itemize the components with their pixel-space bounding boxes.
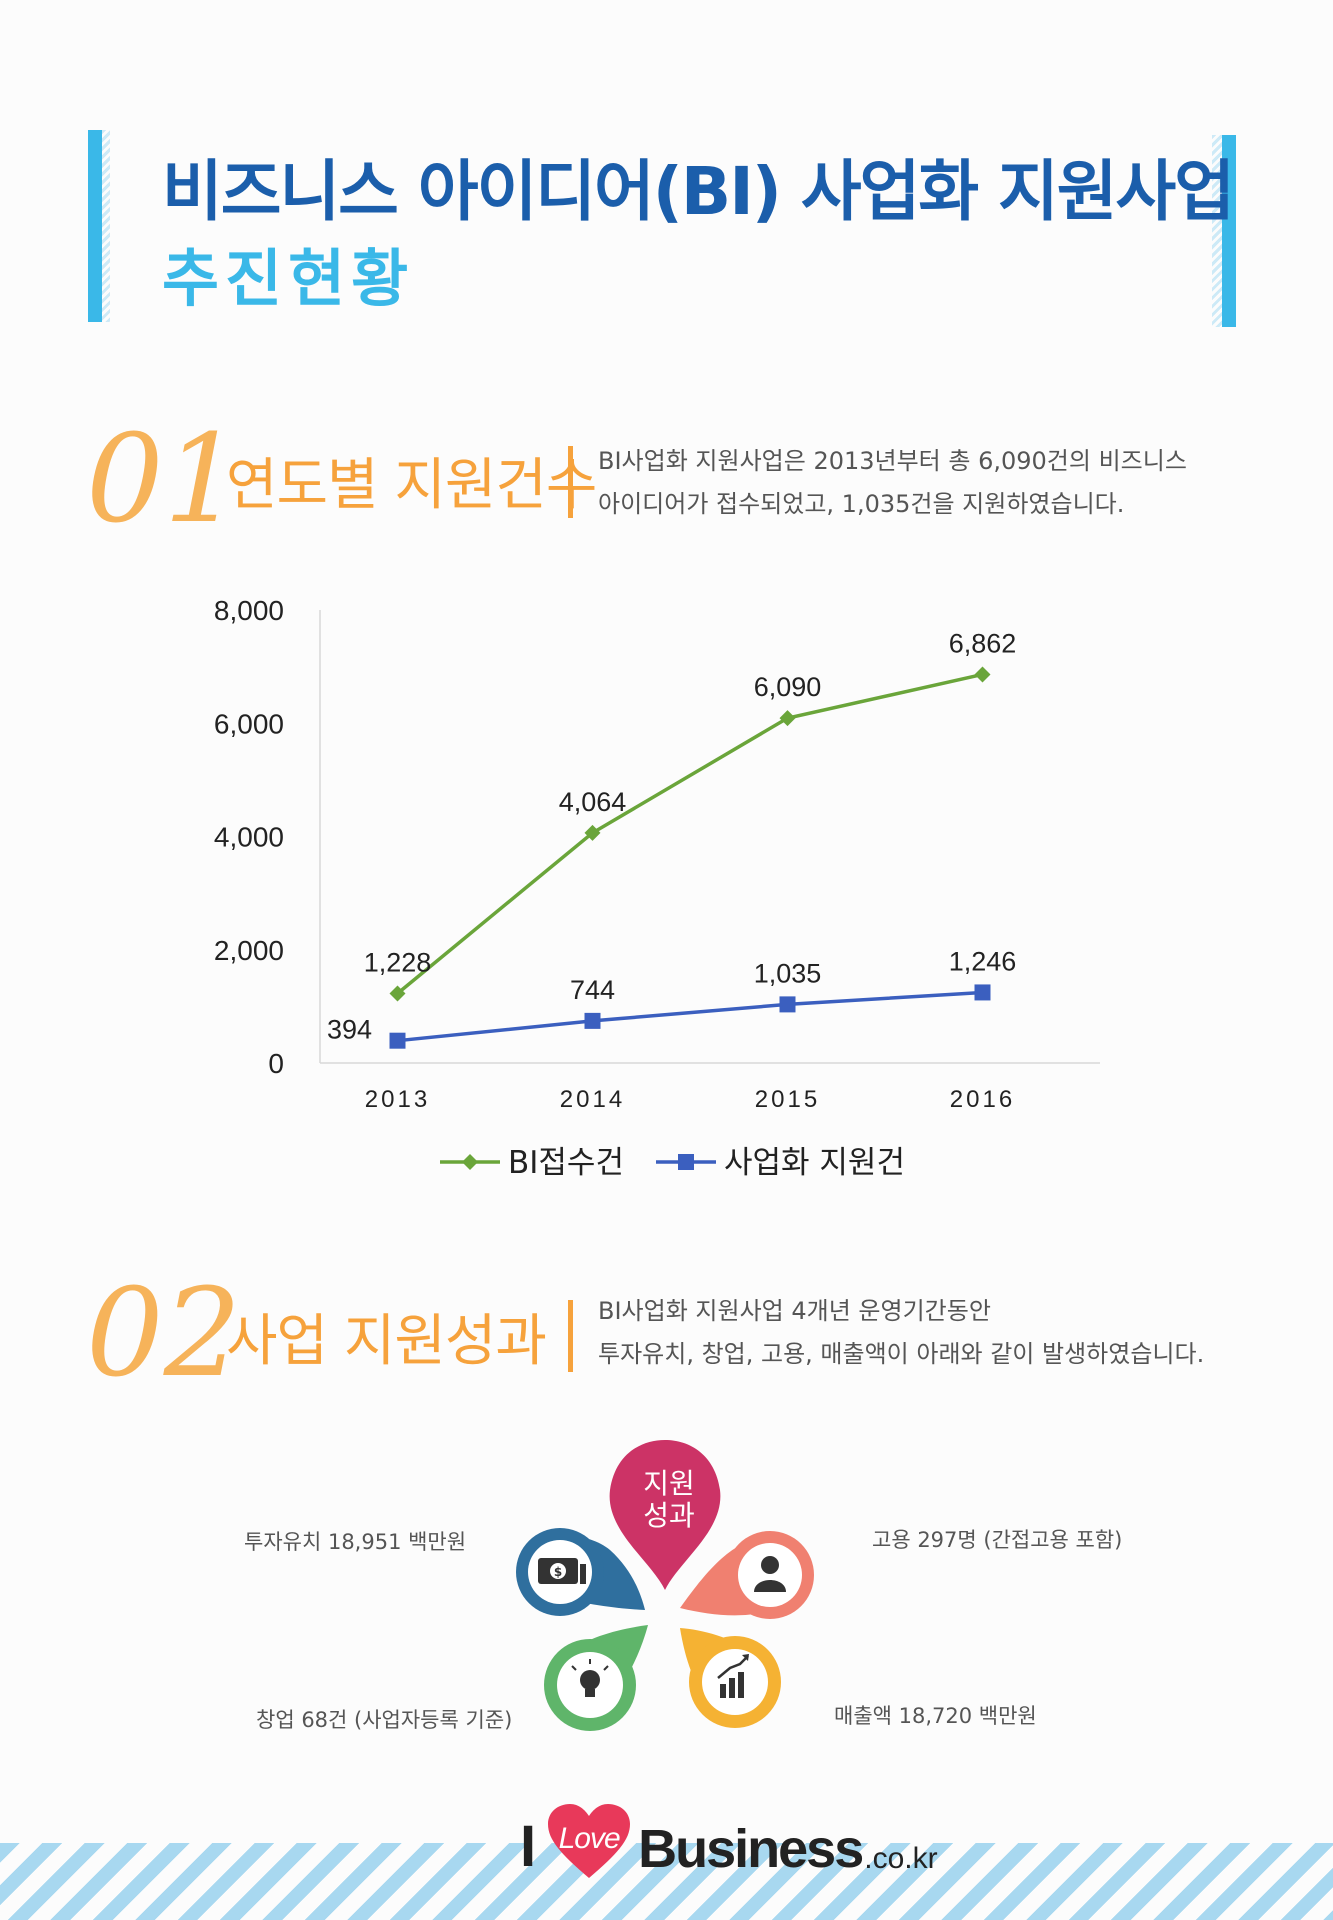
line-chart: 0 2,000 4,000 6,000 8,000 2013 2014 2015 2016 1,2… [214, 595, 1100, 1181]
series-point-0 [974, 666, 991, 683]
data-label: 4,064 [559, 787, 627, 817]
series-point-1 [584, 1012, 601, 1029]
data-label: 394 [327, 1015, 372, 1045]
person-icon [754, 1556, 786, 1592]
bar-chart-icon [717, 1654, 749, 1698]
svg-text:$: $ [554, 1565, 562, 1579]
legend-marker [462, 1154, 478, 1170]
section1-desc-line2: 아이디어가 접수되었고, 1,035건을 지원하였습니다. [598, 490, 1125, 518]
employment-petal [680, 1531, 814, 1619]
lightbulb-icon [571, 1659, 609, 1697]
page-title: 비즈니스 아이디어(BI) 사업화 지원사업 [162, 153, 1235, 230]
center-label-line1: 지원 [643, 1467, 695, 1500]
sales-petal [680, 1628, 781, 1728]
legend-marker [678, 1154, 694, 1170]
x-tick-label: 2015 [755, 1086, 820, 1113]
logo-business: Business [638, 1819, 864, 1879]
y-tick-label: 4,000 [214, 822, 284, 853]
investment-petal: $ [516, 1528, 645, 1616]
legend-label: 사업화 지원건 [724, 1145, 905, 1181]
title-accent-bar-left [88, 130, 110, 322]
chart-plot-area: 0 2,000 4,000 6,000 8,000 2013 2014 2015 2016 1,2… [214, 595, 1100, 1181]
logo-love: Love [558, 1822, 621, 1855]
y-tick-label: 2,000 [214, 935, 284, 966]
site-logo: I Love Business .co.kr [520, 1800, 938, 1880]
section2-description: BI사업화 지원사업 4개년 운영기간동안 투자유치, 창업, 고용, 매출액이… [598, 1290, 1204, 1376]
x-tick-label: 2016 [950, 1086, 1015, 1113]
series-point-1 [389, 1032, 406, 1049]
startup-petal [544, 1625, 648, 1731]
y-tick-label: 8,000 [214, 595, 284, 626]
y-tick-label: 6,000 [214, 708, 284, 739]
page-subtitle: 추진현황 [162, 242, 415, 315]
data-label: 6,090 [754, 672, 822, 702]
data-label: 1,228 [364, 947, 432, 977]
y-tick-label: 0 [268, 1048, 284, 1079]
legend-label: BI접수건 [508, 1145, 624, 1181]
center-label: 지원 성과 [615, 1468, 723, 1532]
series-line-0 [396, 672, 983, 995]
logo-i: I [520, 1814, 537, 1879]
money-icon: $ [538, 1558, 586, 1584]
series-point-0 [389, 985, 406, 1002]
section1-divider [568, 446, 573, 518]
series-point-0 [584, 824, 601, 841]
heart-icon: Love [546, 1804, 632, 1880]
series-point-1 [974, 984, 991, 1001]
series-point-1 [779, 996, 796, 1013]
series-line-1 [397, 990, 983, 1043]
section1-title: 연도별 지원건수 [226, 453, 597, 518]
center-label-line2: 성과 [643, 1499, 695, 1532]
investment-label: 투자유치 18,951 백만원 [244, 1530, 467, 1554]
section1-desc-line1: BI사업화 지원사업은 2013년부터 총 6,090건의 비즈니스 [598, 447, 1187, 475]
title-accent-bar-right [1212, 135, 1236, 327]
employment-label: 고용 297명 (간접고용 포함) [872, 1528, 1123, 1552]
data-label: 1,035 [754, 958, 822, 988]
logo-domain: .co.kr [864, 1842, 938, 1875]
data-label: 6,862 [949, 628, 1017, 658]
data-label: 1,246 [949, 946, 1017, 976]
footer-stripes [0, 1843, 1333, 1920]
section2-desc-line2: 투자유치, 창업, 고용, 매출액이 아래와 같이 발생하였습니다. [598, 1340, 1205, 1368]
series-point-0 [779, 710, 796, 727]
section1-description: BI사업화 지원사업은 2013년부터 총 6,090건의 비즈니스 아이디어가… [598, 440, 1187, 526]
x-tick-label: 2013 [365, 1086, 430, 1113]
startup-label: 창업 68건 (사업자등록 기준) [256, 1708, 513, 1732]
x-tick-label: 2014 [560, 1086, 625, 1113]
section1-number: 01 [86, 408, 242, 550]
data-label: 744 [570, 975, 615, 1005]
section2-title: 사업 지원성과 [226, 1309, 547, 1374]
sales-label: 매출액 18,720 백만원 [834, 1704, 1037, 1728]
section2-desc-line1: BI사업화 지원사업 4개년 운영기간동안 [598, 1297, 991, 1325]
section2-divider [568, 1300, 573, 1372]
section2-number: 02 [86, 1262, 242, 1404]
performance-diagram: $ [516, 1440, 814, 1731]
center-pin [609, 1440, 721, 1590]
